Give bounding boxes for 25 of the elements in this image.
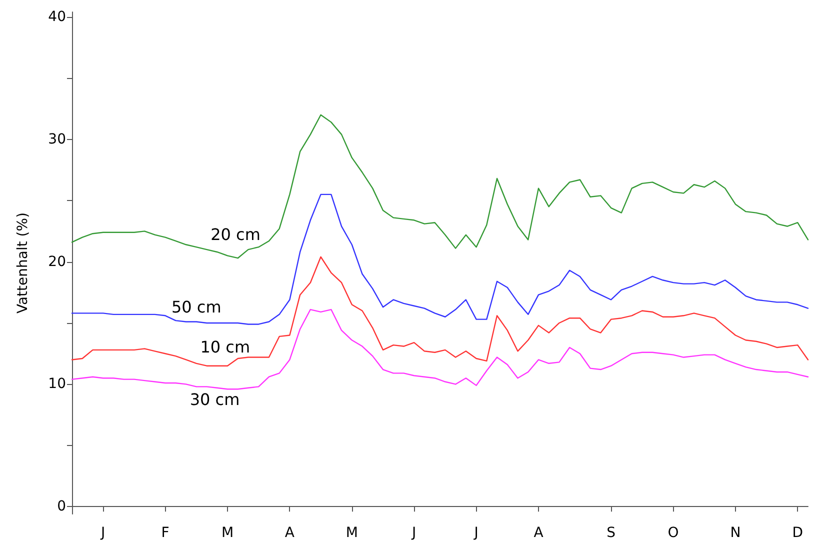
line-series — [71, 256, 809, 366]
x-tick-label: N — [730, 525, 741, 541]
line-series — [71, 194, 809, 325]
x-tick-label: A — [284, 525, 295, 541]
x-tick-label: D — [792, 525, 804, 541]
x-tick-label: A — [534, 525, 544, 541]
series-label: 20 cm — [210, 225, 260, 244]
x-tick-label: J — [473, 525, 478, 541]
x-tick-label: J — [411, 525, 416, 541]
y-tick-label: 0 — [57, 498, 66, 515]
line-series — [71, 114, 809, 259]
series-label: 30 cm — [190, 390, 240, 410]
x-tick-label: M — [346, 525, 358, 541]
series-label: 10 cm — [200, 337, 250, 356]
series-label: 50 cm — [171, 297, 222, 316]
y-axis-title: Vattenhalt (%) — [15, 212, 31, 314]
x-tick-label: F — [161, 525, 170, 541]
x-tick-label: S — [606, 525, 616, 541]
x-tick-label: J — [100, 525, 106, 541]
y-tick-label: 20 — [48, 254, 66, 270]
y-tick-label: 10 — [48, 376, 66, 392]
y-tick-label: 30 — [48, 131, 66, 148]
x-tick-label: O — [668, 525, 679, 541]
x-tick-label: M — [221, 525, 234, 541]
y-tick-label: 40 — [48, 8, 66, 25]
